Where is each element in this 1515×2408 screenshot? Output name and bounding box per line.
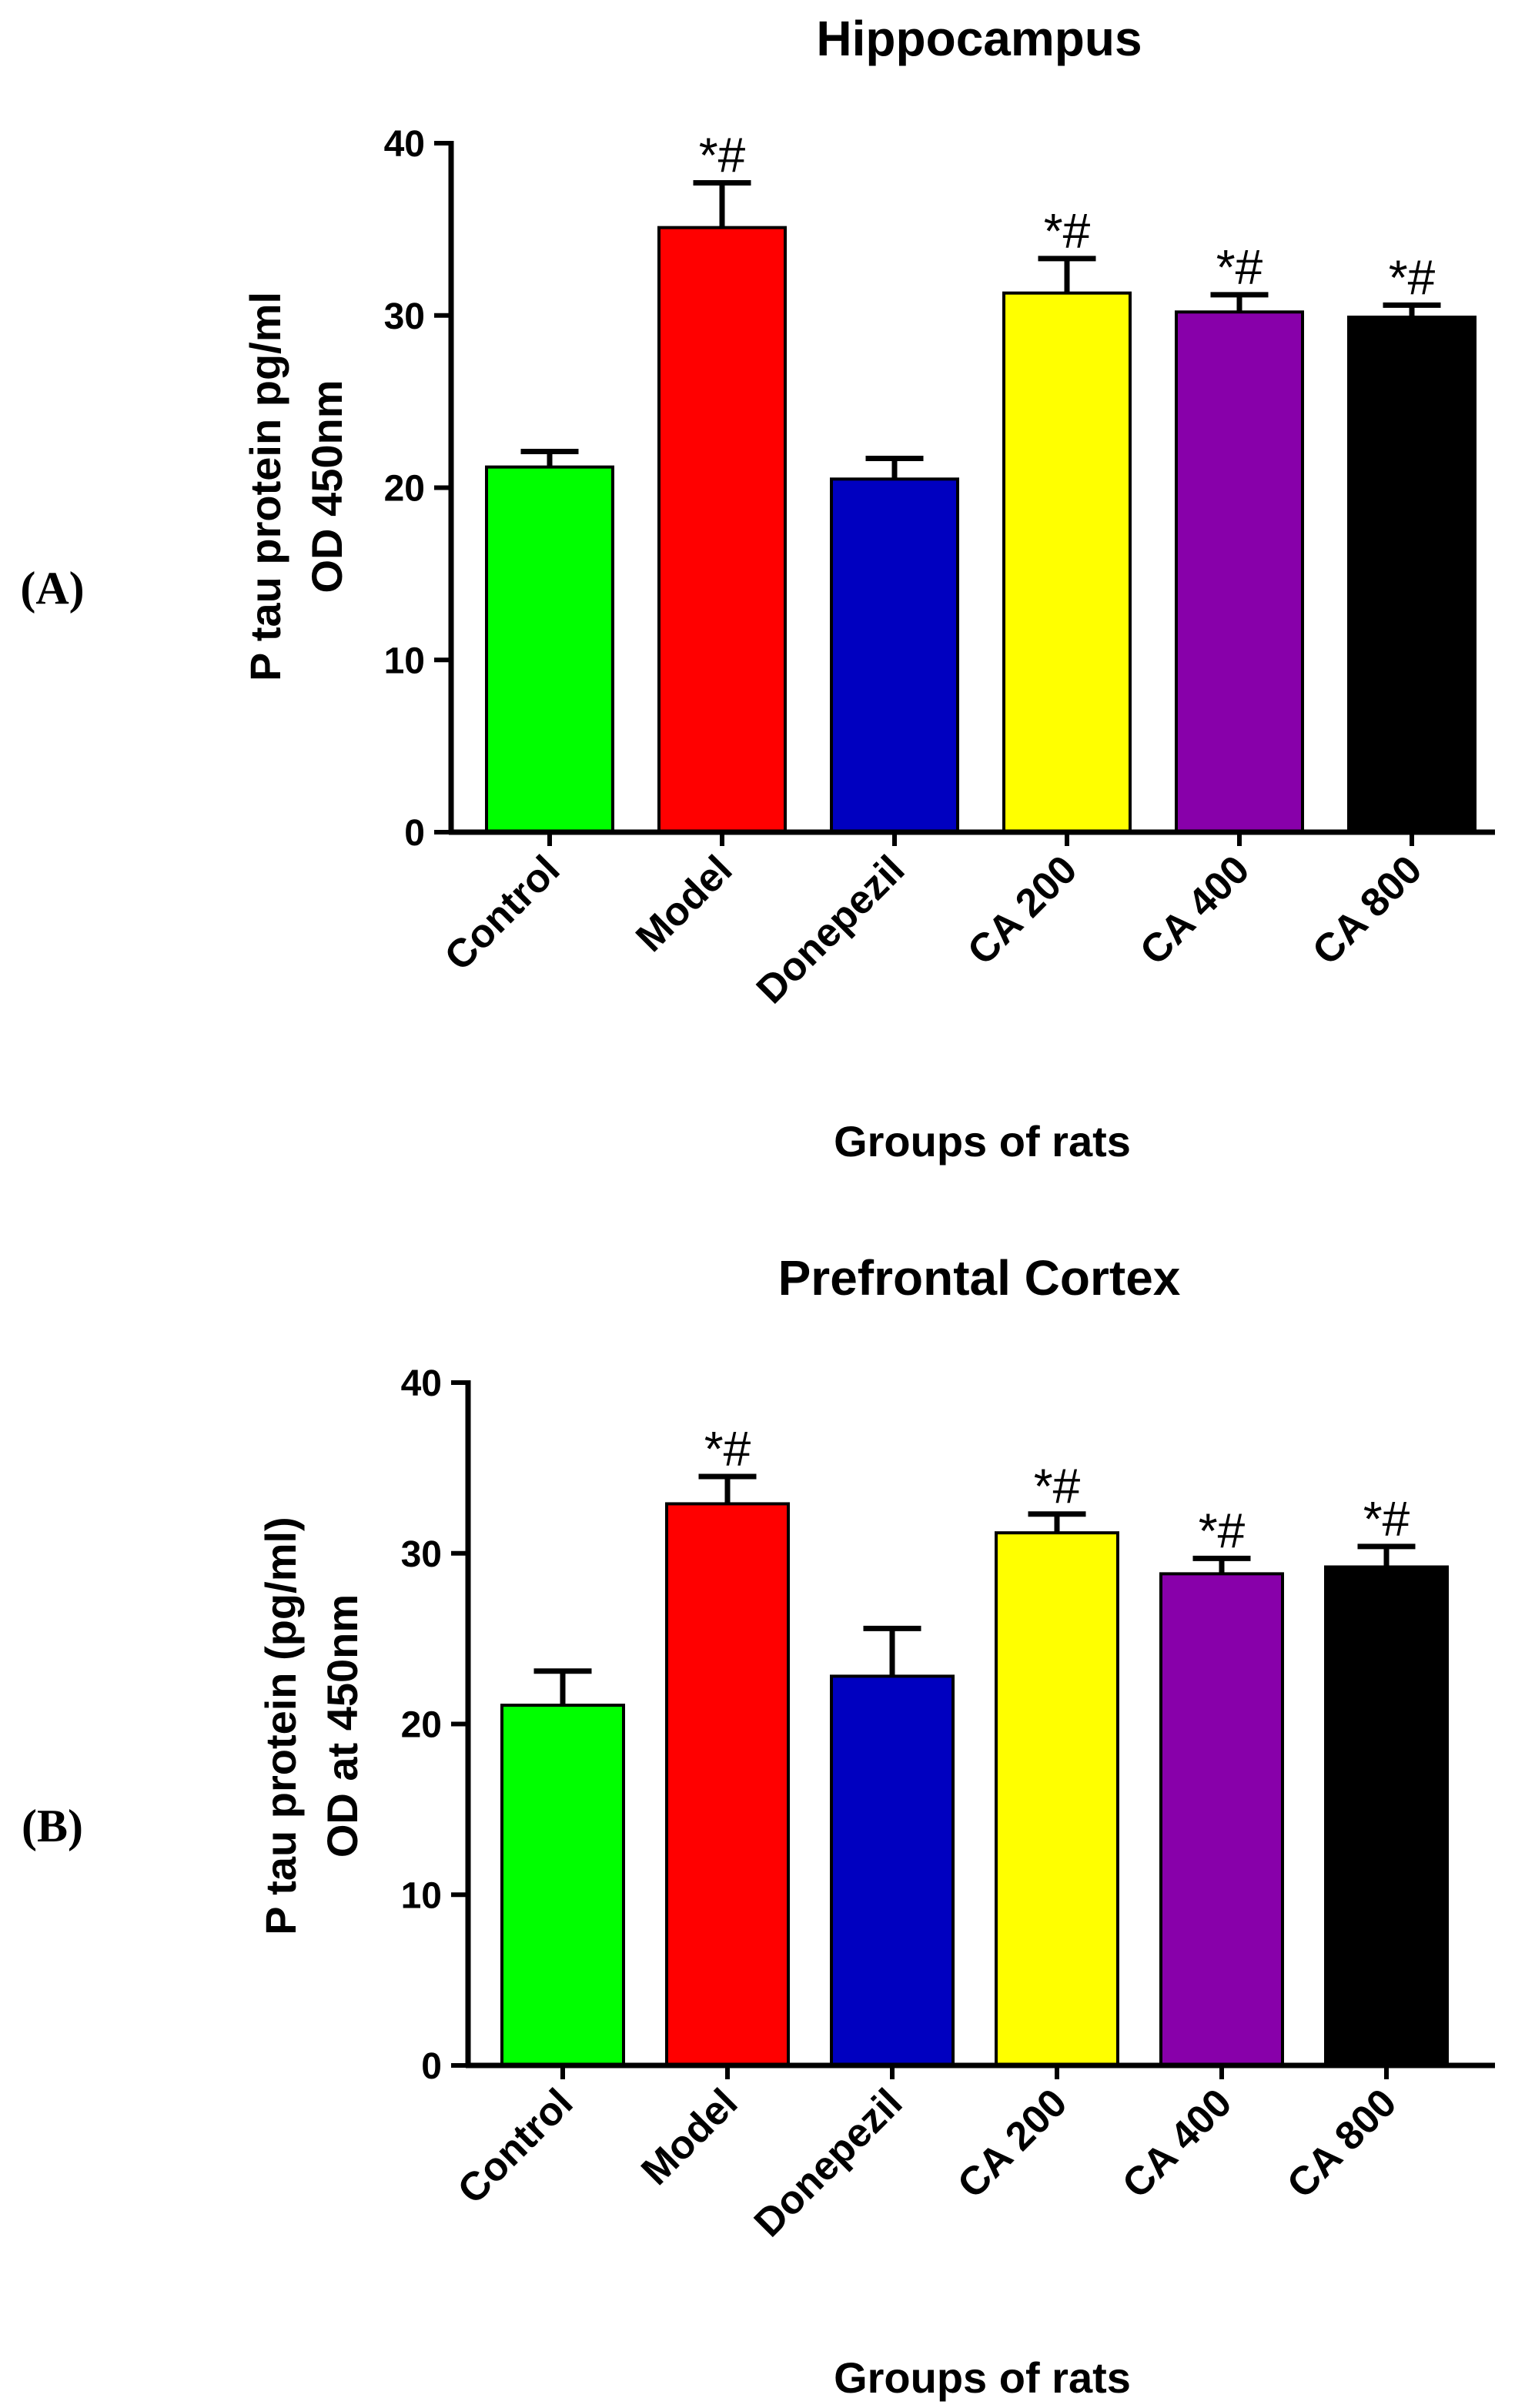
bar-b-3: [995, 1531, 1119, 2067]
bar-b-4: [1159, 1572, 1284, 2067]
bar-a-3: [1002, 291, 1132, 834]
x-tick-label-a-1: Model: [627, 847, 741, 960]
bar-a-4: [1175, 310, 1304, 834]
significance-label-b-3: *#: [1034, 1459, 1081, 1514]
panel-label-b: (B): [22, 1801, 83, 1851]
x-tick-label-a-3: CA 200: [959, 847, 1085, 973]
y-axis-label-b-line1: P tau protein (pg/ml): [256, 1517, 305, 1935]
y-tick-label-a-4: 40: [384, 124, 425, 165]
y-axis-label-b-line2: OD at 450nm: [318, 1594, 366, 1858]
significance-label-a-3: *#: [1044, 203, 1091, 259]
bar-a-0: [485, 465, 614, 834]
y-axis-label-a-line1: P tau protein pg/ml: [241, 292, 289, 681]
panel-label-a: (A): [20, 563, 84, 614]
bar-b-1: [665, 1502, 790, 2067]
bar-a-5: [1347, 315, 1477, 834]
x-tick-label-a-5: CA 800: [1304, 847, 1430, 973]
y-tick-label-a-0: 0: [404, 813, 425, 854]
x-axis-label-a: Groups of rats: [834, 1117, 1131, 1166]
x-tick-label-a-4: CA 400: [1132, 847, 1258, 973]
bar-a-1: [657, 226, 787, 834]
y-tick-label-b-3: 30: [401, 1534, 442, 1575]
chart-panel-a: (A) Hippocampus P tau protein pg/ml OD 4…: [20, 11, 1495, 1166]
y-tick-label-b-2: 20: [401, 1705, 442, 1746]
bar-b-5: [1324, 1565, 1449, 2067]
significance-label-b-5: *#: [1363, 1491, 1410, 1547]
y-tick-label-b-0: 0: [421, 2046, 442, 2087]
y-tick-label-a-1: 10: [384, 640, 425, 681]
significance-label-a-4: *#: [1216, 239, 1263, 295]
x-tick-label-b-1: Model: [633, 2080, 746, 2193]
x-tick-label-b-4: CA 400: [1114, 2080, 1240, 2206]
x-tick-label-b-0: Control: [450, 2080, 582, 2212]
significance-label-a-5: *#: [1389, 249, 1436, 305]
significance-label-a-1: *#: [699, 127, 746, 182]
significance-label-b-1: *#: [704, 1421, 751, 1477]
y-tick-label-b-4: 40: [401, 1363, 442, 1404]
y-tick-label-b-1: 10: [401, 1875, 442, 1916]
bar-a-2: [830, 477, 959, 834]
chart-panel-b: (B) Prefrontal Cortex P tau protein (pg/…: [22, 1250, 1495, 2402]
plot-area-b: Control *# Model Donepezil *# CA 200 *# CA 400 *…: [401, 1363, 1495, 2246]
bar-b-2: [830, 1674, 955, 2067]
bar-b-0: [500, 1704, 625, 2067]
y-tick-label-a-3: 30: [384, 296, 425, 337]
significance-label-b-4: *#: [1199, 1503, 1246, 1558]
x-tick-label-a-0: Control: [436, 847, 569, 979]
y-axis-label-a-line2: OD 450nm: [303, 380, 351, 594]
chart-title-b: Prefrontal Cortex: [778, 1250, 1181, 1306]
chart-title-a: Hippocampus: [816, 11, 1142, 66]
x-tick-label-b-3: CA 200: [949, 2080, 1075, 2206]
x-axis-label-b: Groups of rats: [834, 2353, 1131, 2402]
x-tick-label-b-5: CA 800: [1279, 2080, 1405, 2206]
plot-area-a: Control *# Model Donepezil *# CA 200 *# CA 400 *…: [384, 124, 1495, 1012]
x-tick-label-a-2: Donepezil: [748, 847, 914, 1012]
x-tick-label-b-2: Donepezil: [746, 2080, 911, 2246]
y-tick-label-a-2: 20: [384, 469, 425, 510]
